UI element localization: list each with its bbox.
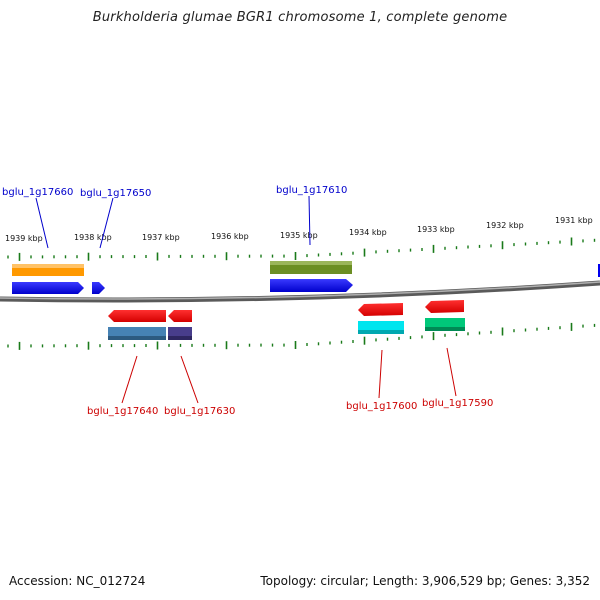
gene-label-bglu-1g17630[interactable]: bglu_1g17630 (164, 406, 235, 417)
gene-arrow-bglu-1g17630[interactable] (168, 310, 192, 322)
feature-bar-shadow (358, 330, 404, 334)
gene-arrow-bglu-1g17650[interactable] (92, 282, 105, 294)
gene-arrow-bglu-1g17600[interactable] (358, 303, 403, 316)
scale-label: 1935 kbp (280, 231, 318, 240)
genome-backbone-highlight (0, 281, 600, 300)
feature-bar-highlight (270, 261, 352, 265)
scale-label: 1939 kbp (5, 234, 43, 243)
scale-label: 1931 kbp (555, 216, 593, 225)
accession-text: Accession: NC_012724 (9, 574, 146, 588)
gene-label-bglu-1g17590[interactable]: bglu_1g17590 (422, 398, 493, 409)
bottom-leader-lines (121, 347, 457, 404)
gene-arrow-bglu-1g17590[interactable] (425, 300, 464, 313)
feature-bar-highlight (12, 264, 84, 268)
gene-arrow-bglu-1g17610[interactable] (270, 279, 353, 292)
scale-label: 1936 kbp (211, 232, 249, 241)
scale-label: 1937 kbp (142, 233, 180, 242)
scale-ticks-bottom (7, 322, 596, 350)
scale-label: 1938 kbp (74, 233, 112, 242)
feature-bar-shadow (108, 336, 166, 340)
gene-label-bglu-1g17600[interactable]: bglu_1g17600 (346, 401, 417, 412)
scale-ticks-top (7, 237, 596, 261)
genome-backbone (0, 280, 600, 303)
topology-summary: Topology: circular; Length: 3,906,529 bp… (260, 574, 590, 588)
gene-label-bglu-1g17650[interactable]: bglu_1g17650 (80, 188, 151, 199)
scale-label: 1934 kbp (349, 228, 387, 237)
gene-label-bglu-1g17660[interactable]: bglu_1g17660 (2, 187, 73, 198)
scale-label: 1932 kbp (486, 221, 524, 230)
gene-label-bglu-1g17640[interactable]: bglu_1g17640 (87, 406, 158, 417)
scale-label: 1933 kbp (417, 225, 455, 234)
map-title: Burkholderia glumae BGR1 chromosome 1, c… (92, 10, 508, 25)
scale-labels: 1939 kbp 1938 kbp 1937 kbp 1936 kbp 1935… (5, 216, 593, 243)
feature-bar-shadow (425, 327, 465, 331)
top-leader-lines (35, 195, 311, 249)
gene-arrow-bglu-1g17660[interactable] (12, 282, 84, 294)
gene-arrow-bglu-1g17640[interactable] (108, 310, 166, 322)
gene-label-bglu-1g17610[interactable]: bglu_1g17610 (276, 185, 347, 196)
feature-bar-shadow (168, 336, 192, 340)
